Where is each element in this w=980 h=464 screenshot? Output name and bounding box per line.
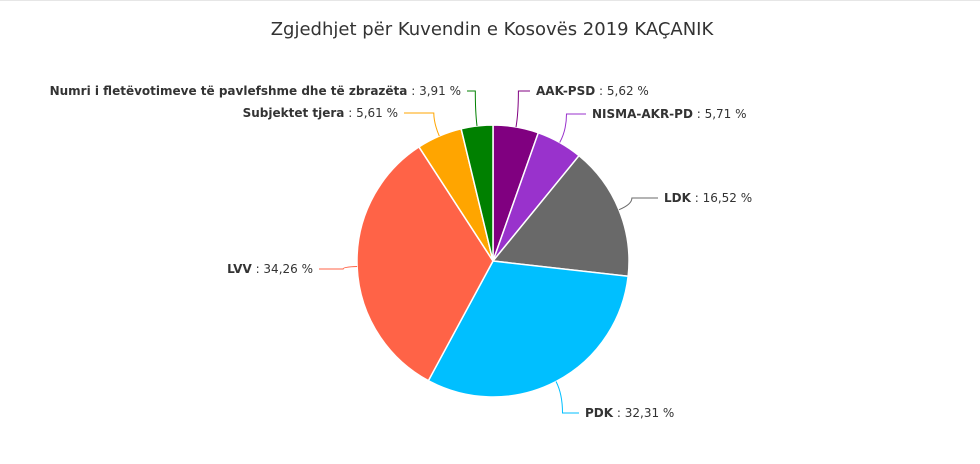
data-label-pdk: PDK : 32,31 %	[585, 406, 674, 420]
data-label-value: : 34,26 %	[252, 262, 313, 276]
data-label-value: : 16,52 %	[691, 191, 752, 205]
data-label-name: Numri i fletëvotimeve të pavlefshme dhe …	[50, 84, 408, 98]
data-label-name: LDK	[664, 191, 692, 205]
data-label-name: LVV	[227, 262, 252, 276]
connector-ldk	[618, 197, 658, 211]
connector-aak-psd	[515, 90, 530, 128]
connector-lvv	[319, 266, 358, 270]
connector-numri-i-flet-votimeve-t-pavlefshme-dhe-t-zbraz-ta	[467, 90, 478, 126]
pie-slice-numri-i-flet-votimeve-t-pavlefshme-dhe-t-zbraz-ta[interactable]	[460, 124, 494, 262]
label-connectors	[319, 90, 658, 414]
data-label-value: : 32,31 %	[613, 406, 674, 420]
pie-slices	[356, 124, 630, 398]
connector-subjektet-tjera	[404, 112, 440, 137]
data-label-name: PDK	[585, 406, 614, 420]
data-label-value: : 3,91 %	[407, 84, 461, 98]
pie-slice-lvv[interactable]	[356, 145, 494, 382]
connector-pdk	[555, 381, 579, 414]
data-label-nisma-akr-pd: NISMA-AKR-PD : 5,71 %	[592, 107, 747, 121]
data-label-name: Subjektet tjera	[243, 106, 345, 120]
data-label-numri-i-flet-votimeve-t-pavlefshme-dhe-t-zbraz-ta: Numri i fletëvotimeve të pavlefshme dhe …	[50, 84, 461, 98]
data-label-value: : 5,71 %	[693, 107, 747, 121]
data-label-name: NISMA-AKR-PD	[592, 107, 693, 121]
connector-nisma-akr-pd	[559, 113, 586, 143]
data-labels: AAK-PSD : 5,62 % NISMA-AKR-PD : 5,71 % LDK…	[50, 84, 753, 420]
data-label-ldk: LDK : 16,52 %	[664, 191, 752, 205]
data-label-lvv: LVV : 34,26 %	[227, 262, 313, 276]
data-label-value: : 5,62 %	[595, 84, 649, 98]
chart-title: Zgjedhjet për Kuvendin e Kosovës 2019 KA…	[271, 19, 715, 40]
data-label-aak-psd: AAK-PSD : 5,62 %	[536, 84, 649, 98]
pie-slice-ldk[interactable]	[491, 154, 630, 278]
data-label-value: : 5,61 %	[344, 106, 398, 120]
data-label-name: AAK-PSD	[536, 84, 595, 98]
data-label-subjektet-tjera: Subjektet tjera : 5,61 %	[243, 106, 398, 120]
